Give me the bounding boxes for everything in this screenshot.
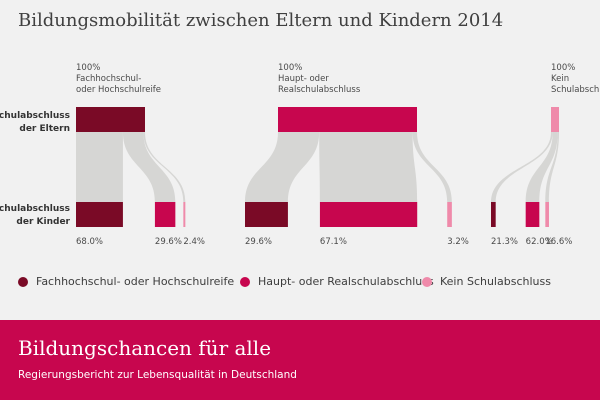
legend-item-fachhochschulreife: Fachhochschul- oder Hochschulreife [18,275,234,288]
parent-label-line: Haupt- oder [278,74,329,84]
parent-bar [278,107,417,132]
legend-swatch [240,276,250,287]
parent-label-line: Schulabschluss [551,85,600,95]
value-label: 3.2% [447,237,469,247]
legend-item-realschulabschluss: Haupt- oder Realschulabschluss [240,275,434,288]
legend-swatch [422,276,432,287]
child-bar [154,202,176,227]
flow-ribbon [143,132,186,202]
row-label-parents: Schulabschluss der Eltern [0,111,70,134]
parent-label-line: 100% [551,63,575,73]
value-label: 29.6% [245,237,272,247]
legend-label: Fachhochschul- oder Hochschulreife [36,275,235,288]
legend-label: Haupt- oder Realschulabschluss [258,275,434,288]
labels: 100%Fachhochschul-oder Hochschulreife68.… [76,63,600,247]
flow-ribbon [76,132,123,202]
row-label-parents-line-1: Schulabschluss [0,111,70,121]
value-label: 21.3% [491,237,518,247]
footer-banner: Bildungschancen für alle Regierungsberic… [0,320,600,400]
parent-bar [76,107,145,132]
legend-label: Kein Schulabschluss [440,275,551,288]
flow-ribbon [525,132,558,202]
parent-label-line: Realschulabschluss [278,85,361,95]
value-label: 16.6% [545,237,572,247]
parent-label-line: 100% [76,63,100,73]
child-bar [319,202,418,227]
child-bar [545,202,549,227]
bars [76,107,559,227]
child-bar [447,202,452,227]
row-label-children: Schulabschluss der Kinder [0,204,71,227]
flow-ribbon [122,132,176,202]
parent-bar [551,107,559,132]
legend-item-kein-schulabschluss: Kein Schulabschluss [422,275,551,288]
flows [76,132,559,202]
value-label: 2.4% [183,237,205,247]
parent-label-line: oder Hochschulreife [76,85,161,95]
child-bar [76,202,123,227]
child-bar [491,202,496,227]
flow-ribbon [491,132,553,202]
row-label-children-line-2: der Kinder [16,217,70,227]
sankey-chart: Schulabschluss der Eltern Schulabschluss… [0,63,600,247]
parent-label-line: Fachhochschul- [76,74,141,84]
child-bar [525,202,540,227]
footer-subtitle: Regierungsbericht zur Lebensqualität in … [18,369,297,381]
legend: Fachhochschul- oder Hochschulreife Haupt… [0,275,600,291]
flow-ribbon [245,132,320,202]
footer-title: Bildungschancen für alle [18,336,272,360]
parent-label-line: Kein [551,74,569,84]
flow-ribbon [412,132,452,202]
parent-label-line: 100% [278,63,302,73]
chart-title: Bildungsmobilität zwischen Eltern und Ki… [18,10,504,31]
child-bar [183,202,186,227]
value-label: 67.1% [320,237,347,247]
child-bar [245,202,288,227]
flow-ribbon [319,132,418,202]
flow-ribbon [545,132,559,202]
row-label-children-line-1: Schulabschluss [0,204,70,214]
value-label: 62.0% [526,237,553,247]
value-label: 68.0% [76,237,103,247]
row-label-parents-line-2: der Eltern [19,124,70,134]
legend-swatch [18,276,28,287]
value-label: 29.6% [155,237,182,247]
